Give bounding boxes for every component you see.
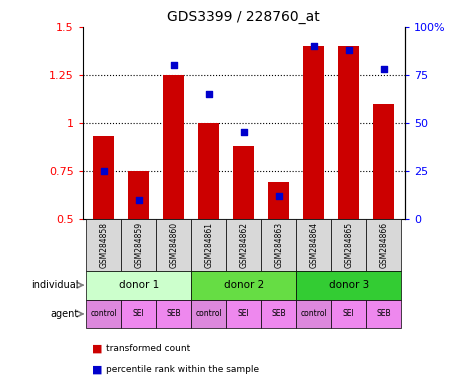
Point: [240, 129, 247, 136]
Text: ■: ■: [92, 365, 102, 375]
Title: GDS3399 / 228760_at: GDS3399 / 228760_at: [167, 10, 319, 25]
Bar: [268, 182, 289, 219]
Point: [344, 47, 352, 53]
Bar: [373, 104, 393, 219]
Text: SEB: SEB: [166, 310, 181, 318]
Text: transformed count: transformed count: [106, 344, 190, 353]
Text: GSM284861: GSM284861: [204, 222, 213, 268]
Bar: [93, 136, 114, 219]
Text: GSM284866: GSM284866: [379, 222, 387, 268]
Point: [135, 197, 142, 203]
Text: GSM284863: GSM284863: [274, 222, 283, 268]
Point: [170, 62, 177, 68]
Bar: [163, 75, 184, 219]
Text: donor 2: donor 2: [223, 280, 263, 290]
Text: control: control: [300, 310, 326, 318]
Text: GSM284859: GSM284859: [134, 222, 143, 268]
Text: GSM284864: GSM284864: [308, 222, 318, 268]
Point: [100, 168, 107, 174]
Text: individual: individual: [31, 280, 78, 290]
Text: GSM284865: GSM284865: [343, 222, 353, 268]
Text: percentile rank within the sample: percentile rank within the sample: [106, 365, 258, 374]
Bar: [337, 46, 358, 219]
Text: control: control: [195, 310, 222, 318]
Text: agent: agent: [50, 309, 78, 319]
Text: donor 1: donor 1: [118, 280, 158, 290]
Point: [309, 43, 317, 49]
Text: SEI: SEI: [133, 310, 145, 318]
Text: GSM284858: GSM284858: [99, 222, 108, 268]
Bar: [302, 46, 324, 219]
Text: GSM284860: GSM284860: [169, 222, 178, 268]
Text: SEB: SEB: [375, 310, 390, 318]
Point: [205, 91, 212, 97]
Bar: [128, 171, 149, 219]
Text: SEI: SEI: [342, 310, 354, 318]
Text: GSM284862: GSM284862: [239, 222, 248, 268]
Text: SEB: SEB: [271, 310, 285, 318]
Bar: [233, 146, 254, 219]
Text: SEI: SEI: [237, 310, 249, 318]
Text: control: control: [90, 310, 117, 318]
Point: [274, 193, 282, 199]
Bar: [198, 123, 219, 219]
Text: donor 3: donor 3: [328, 280, 368, 290]
Point: [379, 66, 386, 72]
Text: ■: ■: [92, 344, 102, 354]
